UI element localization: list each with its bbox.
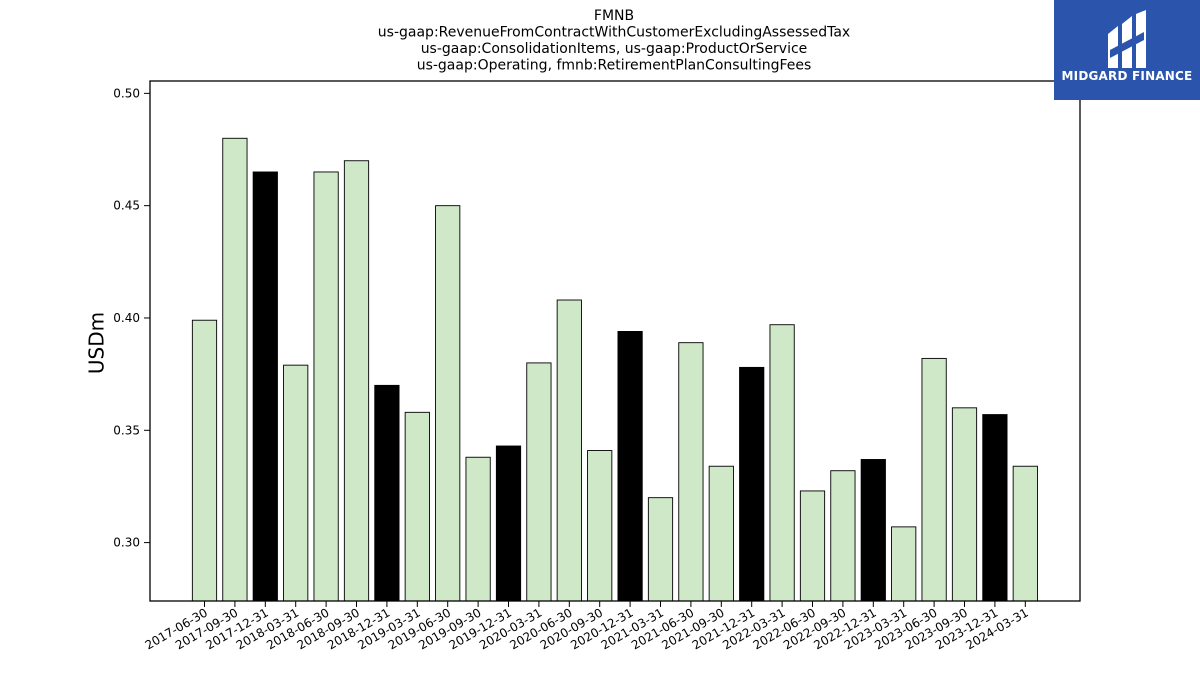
bar	[252, 171, 278, 602]
bar	[313, 171, 339, 602]
bar	[495, 445, 522, 602]
bar	[617, 331, 643, 602]
bar	[678, 342, 704, 602]
bar	[830, 470, 856, 602]
chart-title-line: us-gaap:ConsolidationItems, us-gaap:Prod…	[421, 41, 808, 57]
logo-mark-icon	[1108, 10, 1146, 68]
bar	[343, 160, 370, 602]
midgard-finance-logo: MIDGARD FINANCE	[1054, 0, 1200, 100]
y-tick-label: 0.45	[113, 199, 140, 213]
bar	[191, 319, 218, 602]
y-tick-label: 0.35	[113, 423, 140, 437]
y-axis: 0.30 0.35 0.40 0.45 0.50	[113, 86, 150, 550]
y-axis-label: USDm	[85, 312, 109, 374]
chart-title-line: us-gaap:RevenueFromContractWithCustomerE…	[378, 25, 850, 41]
y-tick-label: 0.40	[113, 311, 140, 325]
bar	[860, 459, 886, 602]
bar	[465, 456, 491, 602]
y-tick-label: 0.30	[113, 536, 140, 550]
bar	[891, 526, 917, 602]
bar	[799, 490, 826, 602]
bar	[526, 362, 552, 602]
bar	[1012, 465, 1038, 602]
bar	[647, 497, 674, 602]
bars-group	[191, 137, 1038, 602]
bar	[222, 137, 248, 602]
bar	[708, 465, 734, 602]
bar	[404, 411, 430, 602]
bar	[283, 364, 309, 602]
bar	[374, 384, 400, 602]
bar	[587, 450, 613, 602]
bar	[982, 414, 1008, 602]
chart-title: FMNBus-gaap:RevenueFromContractWithCusto…	[378, 8, 850, 74]
chart-title-line: FMNB	[594, 8, 634, 24]
bar	[769, 324, 795, 602]
chart-title-line: us-gaap:Operating, fmnb:RetirementPlanCo…	[417, 58, 812, 74]
axes-frame	[149, 80, 1081, 602]
bar	[951, 407, 978, 602]
bar	[921, 357, 947, 602]
logo-text: MIDGARD FINANCE	[1061, 69, 1193, 83]
x-axis: 2017-06-302017-09-302017-12-312018-03-31…	[143, 601, 1031, 652]
bar	[739, 366, 765, 602]
y-tick-label: 0.50	[113, 86, 140, 100]
bar	[556, 299, 582, 602]
bar	[435, 205, 461, 602]
